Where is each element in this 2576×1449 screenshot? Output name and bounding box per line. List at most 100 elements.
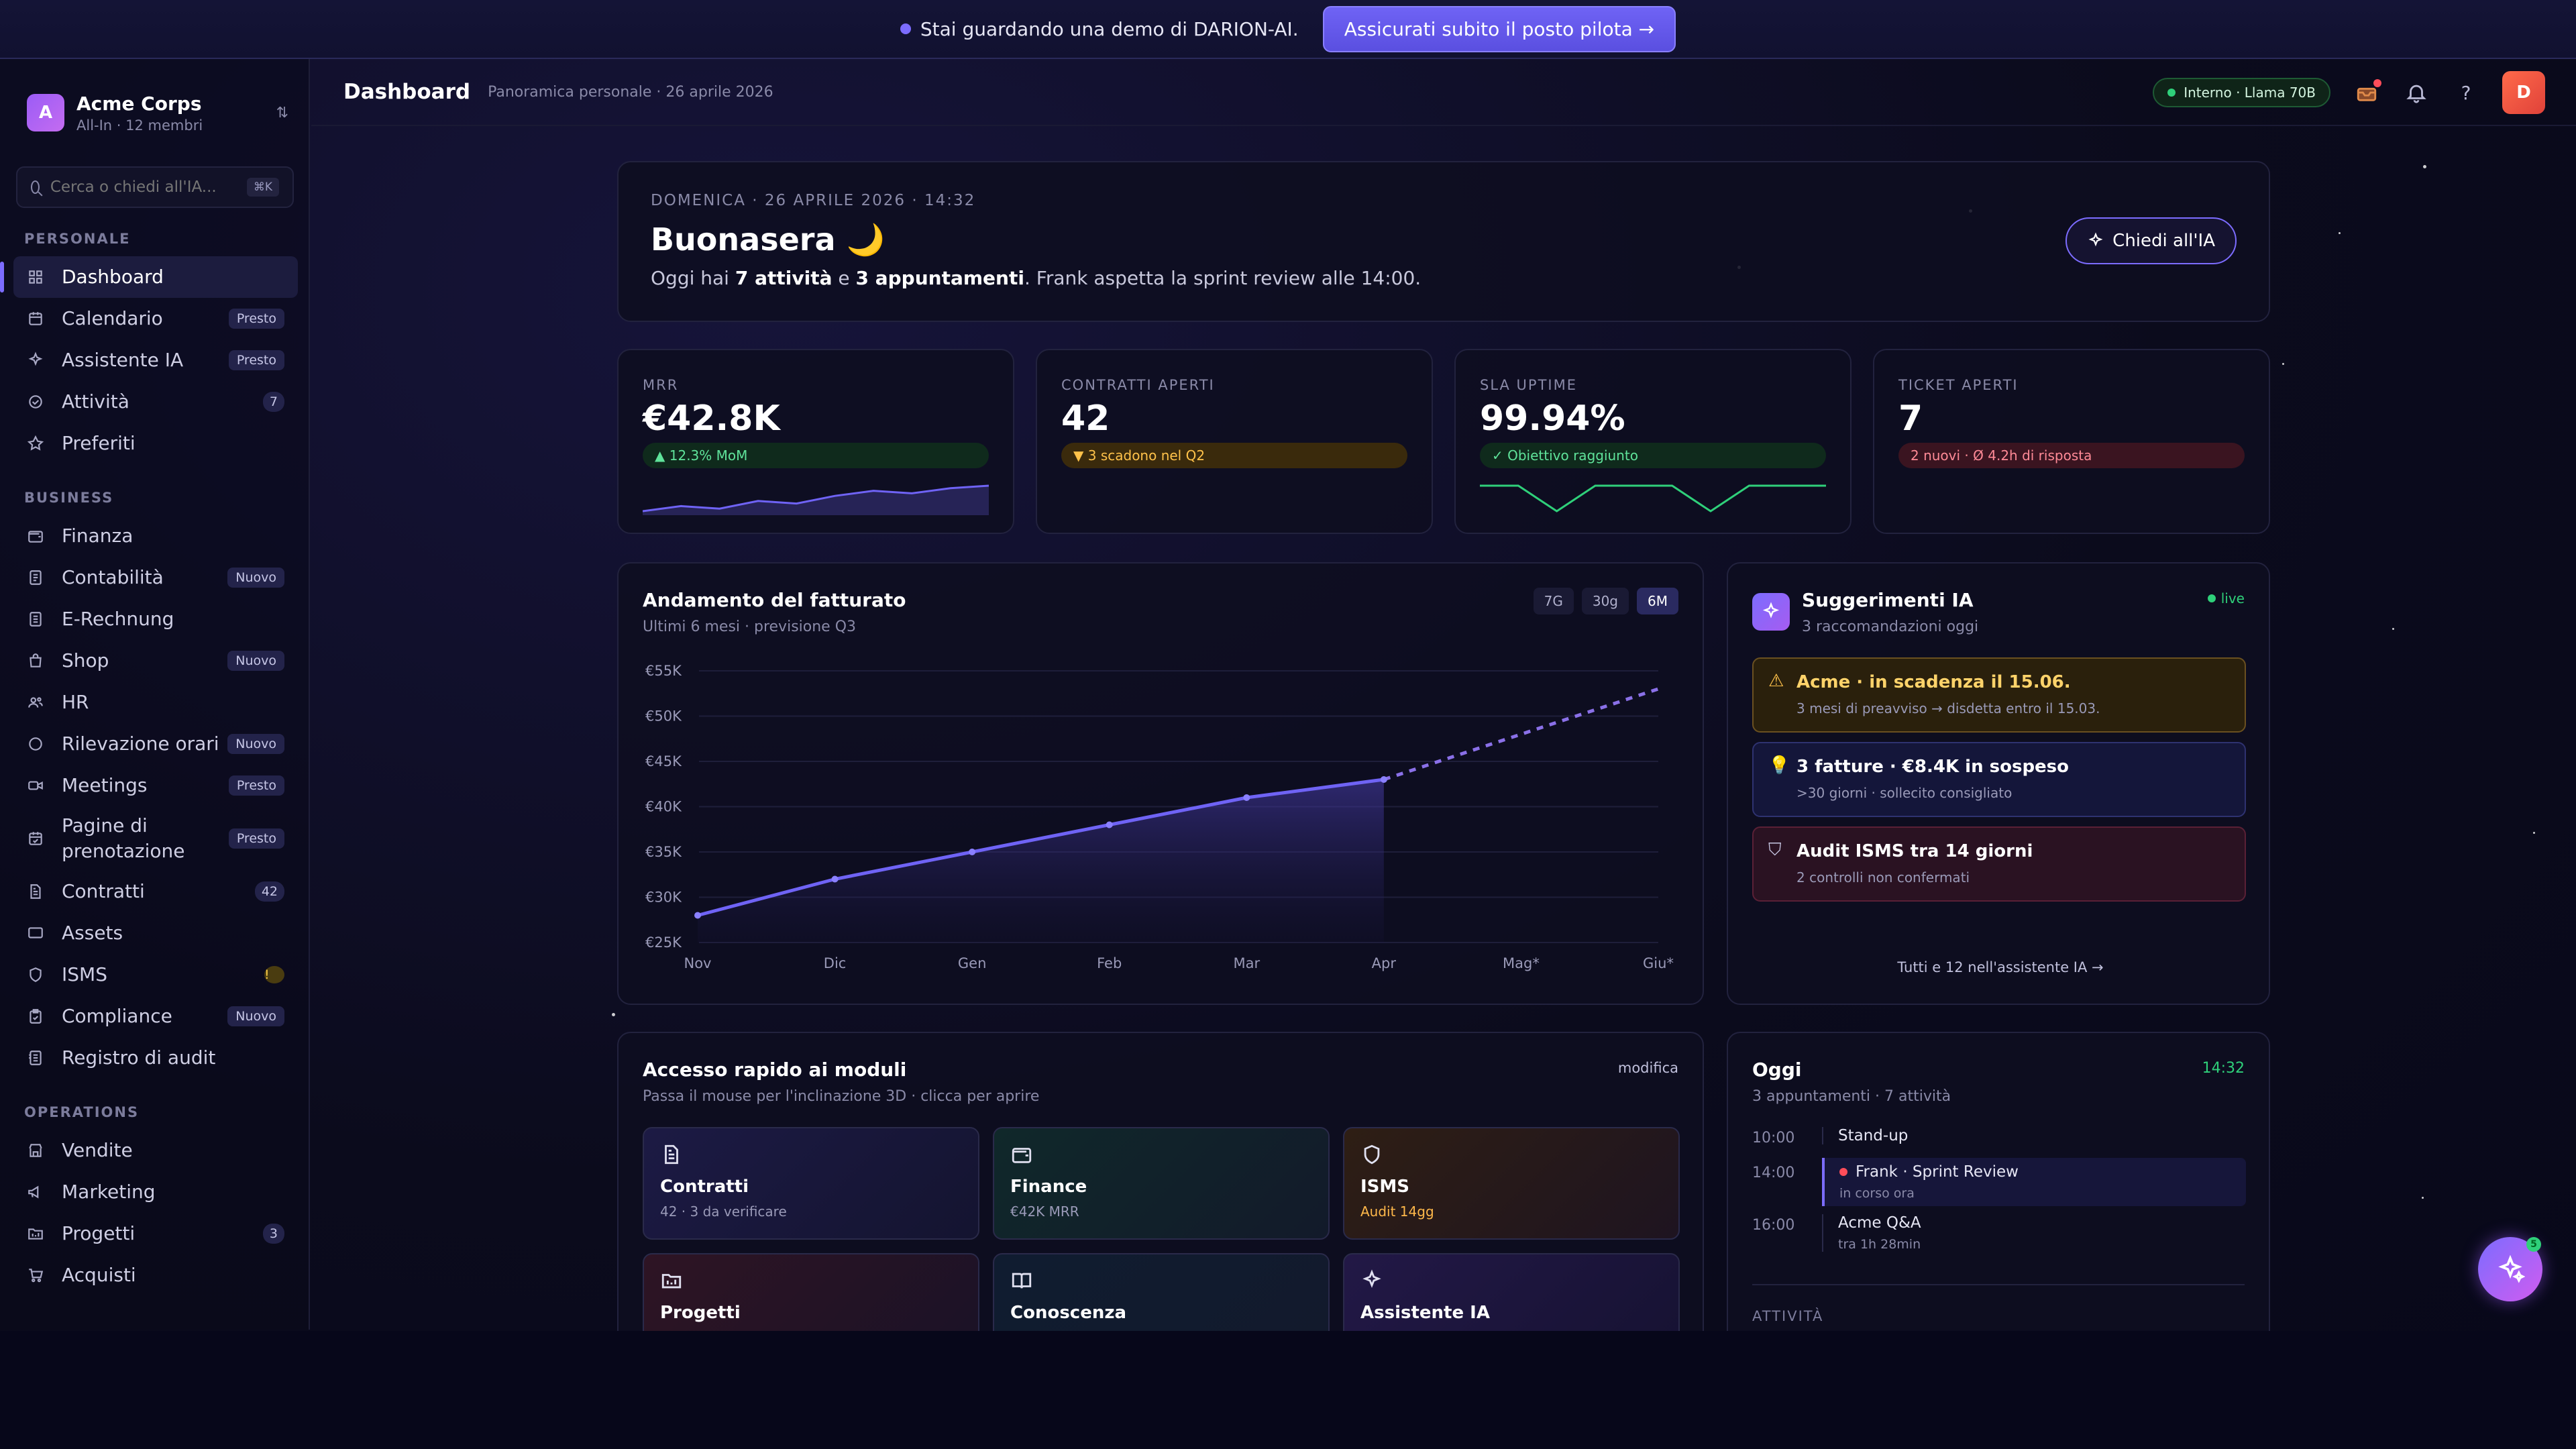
range-tab-6m[interactable]: 6M	[1637, 588, 1678, 614]
kpi-card[interactable]: SLA UPTIME 99.94% ✓ Obiettivo raggiunto	[1454, 349, 1851, 534]
activity-section-label: ATTIVITÀ	[1752, 1308, 1824, 1324]
sidebar-item-progetti[interactable]: Progetti 3	[13, 1213, 298, 1254]
module-tile-isms[interactable]: ISMS Audit 14gg	[1343, 1127, 1680, 1240]
sidebar-item-meetings[interactable]: Meetings Presto	[13, 765, 298, 806]
sidebar-item-label: E-Rechnung	[62, 608, 174, 630]
org-switcher[interactable]: A Acme Corps All-In · 12 membri ⇅	[27, 86, 288, 140]
sidebar-item-preferiti[interactable]: Preferiti	[13, 423, 298, 464]
star-decoration	[2533, 832, 2535, 834]
suggestion-item[interactable]: 💡 3 fatture · €8.4K in sospeso >30 giorni …	[1752, 742, 2246, 817]
header-actions: Interno · Llama 70B ? D	[2153, 71, 2545, 114]
schedule-item[interactable]: Frank · Sprint Review in corso ora	[1822, 1158, 2246, 1206]
module-tile-finance[interactable]: Finance €42K MRR	[993, 1127, 1330, 1240]
promo-banner: Stai guardando una demo di DARION-AI. As…	[0, 0, 2576, 59]
slot-time: 10:00	[1752, 1130, 1795, 1146]
sidebar-item-contratti[interactable]: Contratti 42	[13, 871, 298, 912]
x-tick-label: Nov	[684, 955, 712, 971]
nav-badge: Nuovo	[227, 651, 284, 671]
sidebar-item-label: HR	[62, 691, 89, 713]
nav-badge: Presto	[228, 309, 284, 329]
sidebar-item-contabilit-[interactable]: Contabilità Nuovo	[13, 557, 298, 598]
sidebar-item-vendite[interactable]: Vendite	[13, 1130, 298, 1171]
help-icon[interactable]: ?	[2461, 81, 2471, 104]
suggestion-item[interactable]: ⚠ Acme · in scadenza il 15.06. 3 mesi di p…	[1752, 657, 2246, 733]
sparkline-line	[1480, 484, 1826, 513]
sidebar-item-isms[interactable]: ISMS!	[13, 954, 298, 996]
kpi-value: 99.94%	[1480, 398, 1625, 439]
sidebar-item-shop[interactable]: Shop Nuovo	[13, 640, 298, 682]
ai-assistant-fab[interactable]: 5	[2478, 1237, 2542, 1301]
nav-section-label: OPERATIONS	[24, 1104, 140, 1120]
data-point	[1380, 776, 1387, 783]
sidebar: A Acme Corps All-In · 12 membri ⇅ ⌘K PER…	[0, 59, 310, 1330]
data-point	[1106, 821, 1113, 828]
search-input[interactable]	[50, 178, 247, 196]
schedule-item[interactable]: Stand-up	[1822, 1127, 2246, 1144]
y-tick-label: €50K	[645, 708, 682, 724]
sidebar-item-registro-di-audit[interactable]: Registro di audit	[13, 1037, 298, 1079]
lightbulb-icon: 💡	[1768, 755, 1790, 775]
sidebar-item-marketing[interactable]: Marketing	[13, 1171, 298, 1213]
sidebar-item-label: Contratti	[62, 880, 145, 902]
suggestion-subtitle: >30 giorni · sollecito consigliato	[1796, 785, 2012, 801]
calendar-icon	[27, 310, 44, 327]
org-subtitle: All-In · 12 membri	[76, 117, 203, 133]
users-icon	[27, 694, 44, 711]
sidebar-item-compliance[interactable]: Compliance Nuovo	[13, 996, 298, 1037]
y-tick-label: €30K	[645, 890, 682, 906]
module-tile-contratti[interactable]: Contratti 42 · 3 da verificare	[643, 1127, 979, 1240]
data-point	[694, 912, 701, 919]
edit-modules-link[interactable]: modifica	[1617, 1060, 1678, 1076]
user-avatar[interactable]: D	[2502, 71, 2545, 114]
sidebar-item-rilevazione-orari[interactable]: Rilevazione orari Nuovo	[13, 723, 298, 765]
greeting-body: Oggi hai 7 attività e 3 appuntamenti. Fr…	[651, 267, 1421, 289]
page-subtitle: Panoramica personale · 26 aprile 2026	[488, 83, 773, 101]
x-tick-label: Mar	[1233, 955, 1260, 971]
sidebar-item-calendario[interactable]: Calendario Presto	[13, 298, 298, 339]
sidebar-item-e-rechnung[interactable]: E-Rechnung	[13, 598, 298, 640]
sidebar-item-pagine-di-prenotazione[interactable]: Pagine di prenotazione Presto	[13, 806, 298, 871]
kpi-sparkline	[1480, 484, 1826, 513]
sidebar-item-assets[interactable]: Assets	[13, 912, 298, 954]
x-tick-label: Apr	[1372, 955, 1397, 971]
chart-title: Andamento del fatturato	[643, 589, 906, 611]
schedule-item[interactable]: Acme Q&A tra 1h 28min	[1822, 1214, 2246, 1252]
sidebar-item-label: Attività	[62, 390, 129, 413]
sidebar-item-acquisti[interactable]: Acquisti	[13, 1254, 298, 1296]
sidebar-item-assistente-ia[interactable]: Assistente IA Presto	[13, 339, 298, 381]
sidebar-item-label: Compliance	[62, 1005, 172, 1027]
suggestion-title: 3 fatture · €8.4K in sospeso	[1796, 757, 2070, 777]
sidebar-item-label: Assistente IA	[62, 349, 184, 371]
sidebar-item-finanza[interactable]: Finanza	[13, 515, 298, 557]
ask-ai-button[interactable]: Chiedi all'IA	[2065, 217, 2237, 264]
kpi-card[interactable]: MRR €42.8K ▲ 12.3% MoM	[617, 349, 1014, 534]
kpi-card[interactable]: CONTRATTI APERTI 42 ▼ 3 scadono nel Q2	[1036, 349, 1433, 534]
suggestion-item[interactable]: ⛉ Audit ISMS tra 14 giorni 2 controlli non…	[1752, 826, 2246, 902]
suggestion-subtitle: 2 controlli non confermati	[1796, 869, 1970, 885]
quick-access-card: Accesso rapido ai moduli Passa il mouse …	[617, 1032, 1704, 1381]
model-selector[interactable]: Interno · Llama 70B	[2153, 78, 2330, 107]
kpi-label: TICKET APERTI	[1898, 377, 2019, 393]
sidebar-search[interactable]: ⌘K	[16, 166, 294, 208]
range-tab-30g[interactable]: 30g	[1581, 588, 1629, 614]
sparkle-icon	[1752, 593, 1790, 631]
invoice-icon	[27, 610, 44, 628]
sidebar-item-attivit-[interactable]: Attività 7	[13, 381, 298, 423]
sparkle-icon	[27, 352, 44, 369]
bell-icon[interactable]	[2403, 79, 2430, 106]
pilot-cta-button[interactable]: Assicurati subito il posto pilota →	[1322, 5, 1676, 52]
range-tab-7g[interactable]: 7G	[1533, 588, 1574, 614]
switch-arrows-icon: ⇅	[276, 104, 288, 121]
star-decoration	[2422, 1197, 2424, 1199]
all-suggestions-link[interactable]: Tutti e 12 nell'assistente IA →	[1897, 959, 2104, 975]
module-subtitle: 42 · 3 da verificare	[660, 1203, 787, 1220]
video-icon	[27, 777, 44, 794]
sidebar-item-dashboard[interactable]: Dashboard	[0, 256, 298, 298]
inbox-icon[interactable]	[2353, 79, 2381, 106]
kpi-card[interactable]: TICKET APERTI 7 2 nuovi · Ø 4.2h di rispos…	[1873, 349, 2270, 534]
quick-access-title: Accesso rapido ai moduli	[643, 1059, 907, 1081]
greeting-card: DOMENICA · 26 APRILE 2026 · 14:32 Buonas…	[617, 161, 2270, 322]
notification-dot	[2373, 79, 2381, 87]
sidebar-item-hr[interactable]: HR	[13, 682, 298, 723]
page-header: Dashboard Panoramica personale · 26 apri…	[311, 59, 2576, 126]
